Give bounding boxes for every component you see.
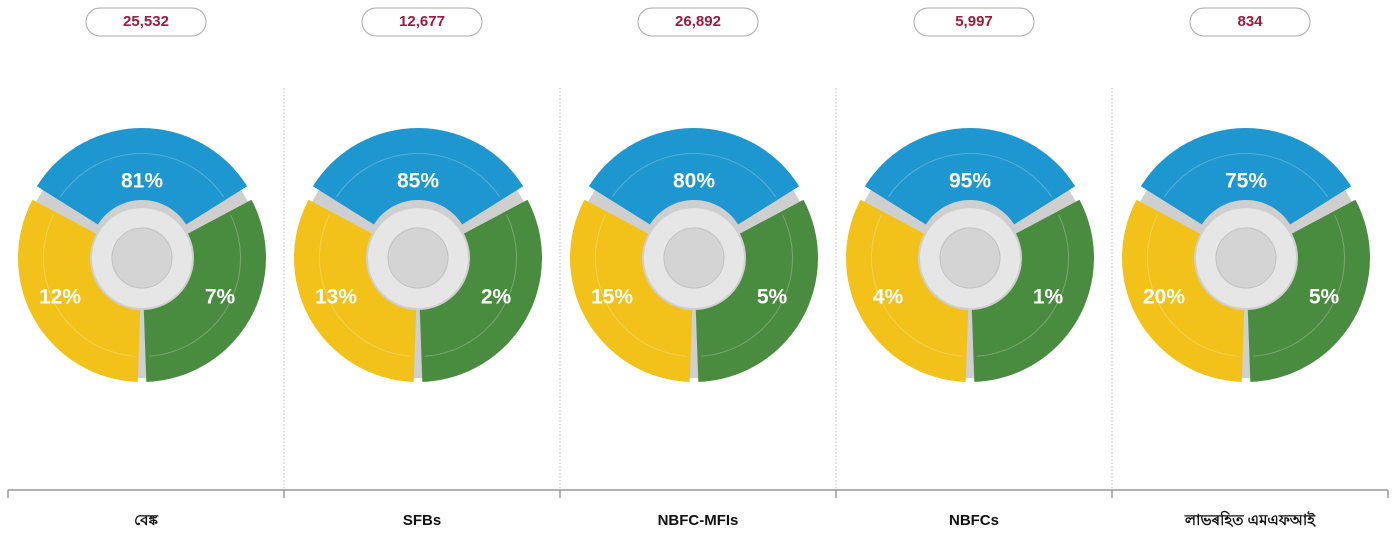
total-pill bbox=[913, 7, 1035, 37]
segment-label: 7% bbox=[205, 286, 236, 309]
category-label: SFBs bbox=[403, 512, 441, 529]
segment-inner-arc bbox=[148, 214, 242, 357]
segment-inner-arc bbox=[424, 214, 517, 357]
total-value: 5,997 bbox=[955, 13, 993, 30]
total-value: 12,677 bbox=[399, 13, 445, 30]
hub-center bbox=[939, 227, 1001, 289]
segment-inner-arc bbox=[1147, 214, 1240, 357]
hub-center bbox=[1215, 227, 1277, 289]
segment-label: 2% bbox=[481, 286, 512, 309]
total-value: 834 bbox=[1237, 13, 1263, 30]
category-label: NBFC-MFIs bbox=[658, 512, 739, 529]
total-pill bbox=[85, 7, 207, 37]
segment-inner-arc bbox=[1252, 214, 1345, 357]
segment bbox=[293, 199, 417, 382]
segment-label: 80% bbox=[673, 170, 715, 193]
segment bbox=[569, 199, 693, 382]
segment-inner-arc bbox=[595, 214, 688, 357]
total-pill bbox=[1189, 7, 1311, 37]
segment bbox=[419, 199, 542, 382]
segment-label: 4% bbox=[873, 286, 904, 309]
segment-inner-arc bbox=[700, 214, 793, 357]
segment-label: 12% bbox=[39, 286, 81, 309]
segment bbox=[971, 199, 1094, 382]
segment bbox=[1140, 127, 1352, 225]
segment bbox=[36, 128, 248, 225]
segment-label: 5% bbox=[1309, 286, 1340, 309]
segment bbox=[588, 128, 800, 225]
segment-label: 85% bbox=[397, 170, 439, 193]
segment-label: 1% bbox=[1033, 286, 1064, 309]
segment bbox=[695, 199, 818, 382]
segment bbox=[18, 199, 141, 382]
hub-center bbox=[387, 227, 449, 289]
category-label: বেঙ্ক bbox=[134, 512, 158, 529]
segment bbox=[143, 199, 266, 382]
category-label: লাভৰহিত এমএফআই bbox=[1184, 510, 1316, 529]
segment-inner-arc bbox=[871, 214, 964, 357]
segment-label: 15% bbox=[591, 286, 633, 309]
segment-inner-arc bbox=[42, 214, 136, 357]
segment-label: 95% bbox=[949, 170, 991, 193]
segment-inner-arc bbox=[976, 214, 1069, 357]
segment-label: 75% bbox=[1225, 170, 1267, 193]
segment-label: 13% bbox=[315, 286, 357, 309]
segment bbox=[864, 128, 1076, 225]
segment bbox=[846, 199, 969, 382]
total-value: 26,892 bbox=[675, 13, 721, 30]
hub-center bbox=[111, 227, 173, 289]
hub-center bbox=[663, 227, 725, 289]
segment-label: 5% bbox=[757, 286, 788, 309]
segment bbox=[312, 128, 524, 225]
segment-label: 81% bbox=[121, 170, 163, 193]
total-pill bbox=[361, 7, 483, 37]
segment bbox=[1122, 199, 1245, 382]
total-pill bbox=[637, 7, 759, 37]
segment-inner-arc bbox=[318, 214, 412, 357]
segment bbox=[1247, 199, 1370, 382]
total-value: 25,532 bbox=[123, 13, 169, 30]
category-label: NBFCs bbox=[949, 512, 999, 529]
segment-label: 20% bbox=[1143, 286, 1185, 309]
